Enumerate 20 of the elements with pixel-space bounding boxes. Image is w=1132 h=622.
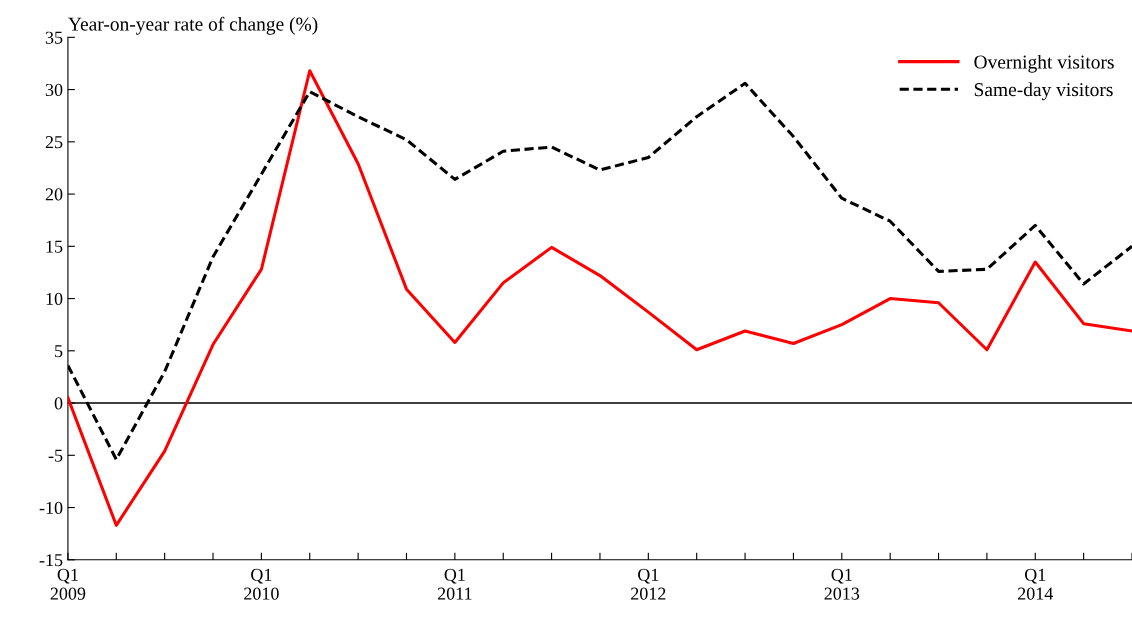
y-tick-label: -15 (39, 554, 63, 567)
x-tick-label: Q1 2014 (1018, 568, 1054, 600)
x-tick-label: Q1 2010 (244, 568, 279, 600)
y-tick-label: -5 (48, 449, 63, 462)
y-tick-label: -10 (39, 501, 63, 514)
legend-label: Overnight visitors (974, 54, 1114, 73)
y-tick-label: 20 (45, 188, 63, 201)
x-tick-label: Q1 2012 (631, 568, 666, 600)
x-tick-label: Q1 2011 (437, 568, 472, 600)
y-tick-label: 10 (46, 292, 63, 305)
y-tick-label: 5 (55, 345, 63, 358)
y-tick-label: 25 (45, 136, 63, 149)
legend-label: Same-day visitors (974, 82, 1113, 101)
y-axis-title: Year-on-year rate of change (%) (68, 16, 318, 35)
y-tick-label: 30 (45, 83, 63, 97)
x-tick-label: Q1 2013 (824, 568, 860, 600)
x-tick-label: Q1 2009 (50, 568, 86, 600)
y-tick-label: 0 (54, 397, 63, 410)
y-tick-label: 15 (46, 240, 63, 253)
y-tick-label: 35 (45, 31, 63, 44)
